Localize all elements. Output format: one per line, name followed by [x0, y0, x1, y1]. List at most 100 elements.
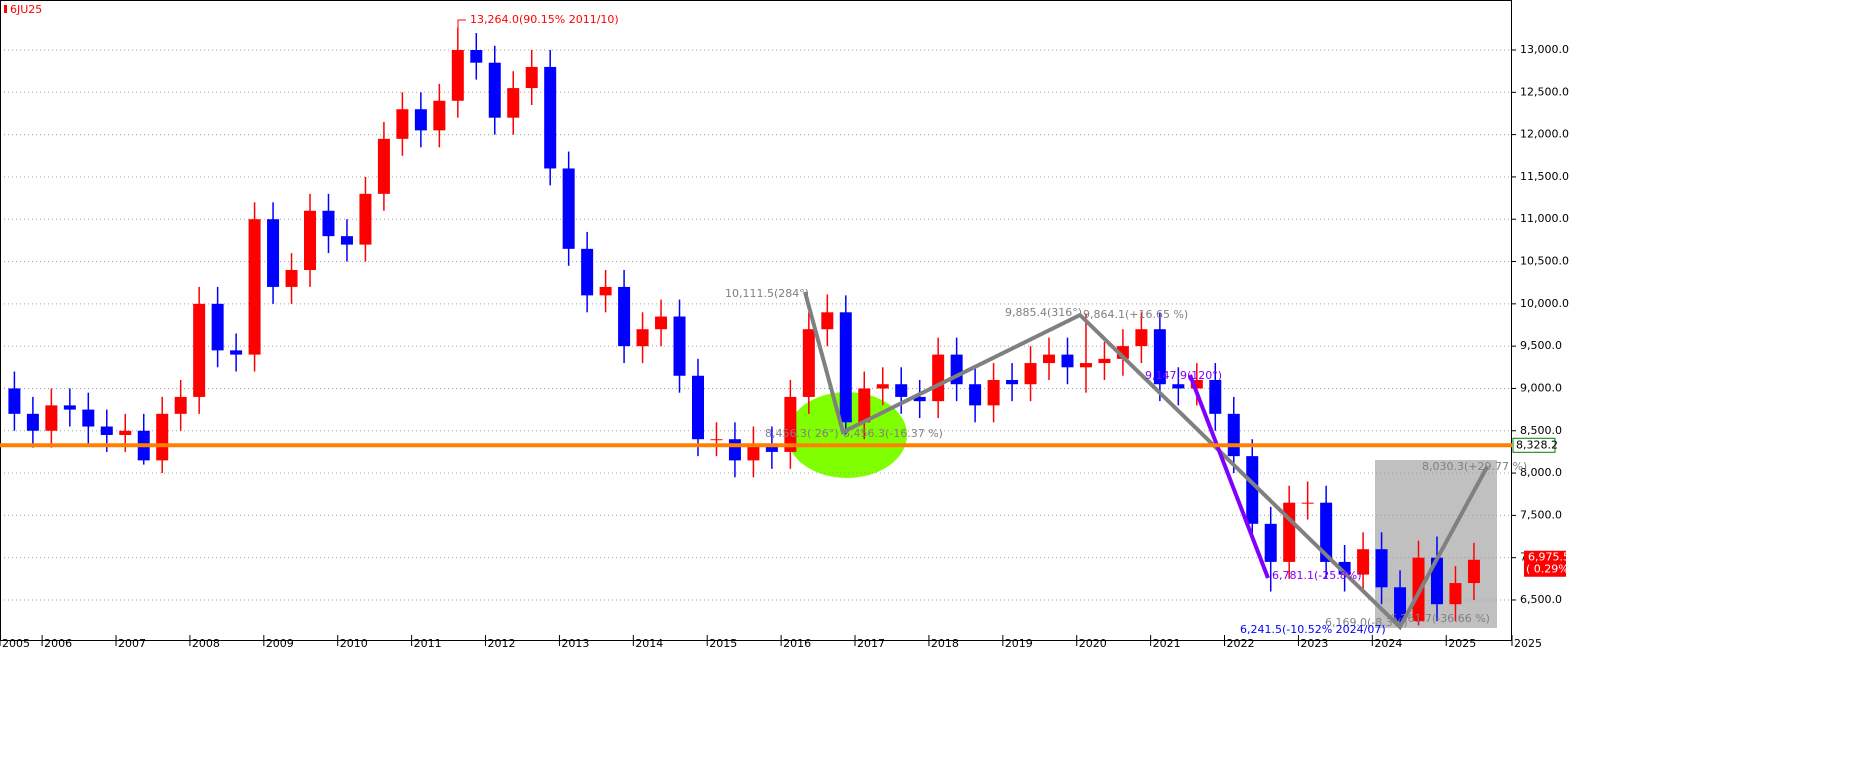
candle-body: [525, 66, 538, 89]
trend-line: [803, 291, 1489, 631]
candle-body: [211, 303, 224, 351]
candle-body: [285, 269, 298, 287]
last-price-box: [1524, 550, 1566, 577]
candle-body: [1079, 363, 1092, 368]
candle-body: [747, 443, 760, 461]
candle-body: [969, 384, 982, 406]
candle-body: [932, 354, 945, 402]
candle-body: [377, 138, 390, 194]
candle-body: [599, 286, 612, 296]
annotation: 8,456.3( 26°): [765, 427, 839, 440]
candle-body: [1394, 587, 1407, 622]
candle-body: [1301, 502, 1314, 504]
annotation: 9,147.9(120°): [1145, 369, 1222, 382]
y-tick-label: 11,500.0: [1520, 170, 1569, 183]
candle-body: [304, 210, 317, 270]
candle-body: [470, 50, 483, 63]
candle-body: [562, 168, 575, 249]
candle-body: [1357, 549, 1370, 575]
annotation: 6,241.5(-10.52% 2024/07): [1240, 623, 1386, 636]
x-tick-label: 2021: [1153, 637, 1181, 650]
candle-body: [1190, 379, 1203, 389]
candle-body: [1135, 329, 1148, 347]
symbol-marker: [4, 5, 7, 13]
y-tick-label: 9,500.0: [1520, 339, 1562, 352]
candle-body: [267, 219, 280, 287]
y-tick-label: 11,000.0: [1520, 212, 1569, 225]
annotation: 13,264.0(90.15% 2011/10): [470, 13, 619, 26]
candle-body: [1172, 384, 1185, 389]
candle-body: [63, 405, 76, 410]
last-price-change: ( 0.29%): [1526, 563, 1573, 576]
x-tick-label: 2009: [266, 637, 294, 650]
annotation: 9,864.1(+16.65 %): [1083, 308, 1188, 321]
reference-label-box: [1512, 437, 1556, 453]
candle-body: [544, 66, 557, 169]
y-tick-label: 9,000.0: [1520, 381, 1562, 394]
candle-body: [636, 329, 649, 347]
candle-body: [26, 413, 39, 431]
candle-body: [802, 329, 815, 397]
candle-body: [1375, 549, 1388, 588]
candle-body: [451, 50, 464, 101]
candle-body: [119, 430, 132, 435]
x-tick-label: 2018: [931, 637, 959, 650]
candle-body: [1024, 363, 1037, 385]
candle-body: [45, 405, 58, 431]
x-tick-label: 2024: [1374, 637, 1402, 650]
candle-body: [193, 303, 206, 397]
x-tick-label: 2011: [414, 637, 442, 650]
candle-body: [488, 62, 501, 118]
x-tick-label: 2006: [44, 637, 72, 650]
x-tick-label: 2012: [488, 637, 516, 650]
overlay: [803, 291, 1489, 631]
peak-pointer: [457, 19, 466, 28]
y-tick-label: 8,000.0: [1520, 466, 1562, 479]
candle-body: [913, 396, 926, 402]
x-tick-label: 2025: [1514, 637, 1542, 650]
y-tick-label: 10,000.0: [1520, 297, 1569, 310]
candle-body: [765, 443, 778, 452]
candle-body: [248, 219, 261, 355]
annotation: 6,781.1(-25.8%): [1272, 569, 1361, 582]
candle-body: [581, 248, 594, 296]
annotation: 10,111.5(284°): [725, 287, 809, 300]
y-tick-label: 8,500.0: [1520, 424, 1562, 437]
candle-body: [100, 426, 113, 435]
x-tick-label: 2013: [561, 637, 589, 650]
y-tick-label: 12,500.0: [1520, 85, 1569, 98]
x-tick-label: 2016: [783, 637, 811, 650]
x-tick-label: 2005: [2, 637, 30, 650]
candle-body: [1061, 354, 1074, 368]
x-tick-label: 2015: [709, 637, 737, 650]
candle-body: [1320, 502, 1333, 562]
last-price: 6,975.5: [1528, 551, 1570, 564]
candles: [8, 27, 1480, 628]
candle-body: [821, 312, 834, 330]
candle-body: [1098, 358, 1111, 364]
x-tick-label: 2010: [340, 637, 368, 650]
candle-body: [1209, 379, 1222, 414]
candle-body: [82, 409, 95, 427]
candle-body: [230, 350, 243, 355]
candle-body: [987, 379, 1000, 406]
y-tick-label: 13,000.0: [1520, 43, 1569, 56]
candle-body: [340, 236, 353, 245]
x-tick-label: 2008: [192, 637, 220, 650]
candle-body: [728, 439, 741, 461]
candle-body: [1246, 456, 1259, 524]
x-tick-label: 2020: [1079, 637, 1107, 650]
candle-body: [507, 88, 520, 118]
reference-label: 8,328.2: [1516, 438, 1558, 451]
candle-body: [1283, 502, 1296, 562]
candle-body: [1467, 559, 1480, 584]
candle-body: [156, 413, 169, 461]
candle-body: [1006, 379, 1019, 385]
candle-body: [876, 384, 889, 389]
y-tick-label: 6,500.0: [1520, 593, 1562, 606]
candle-body: [691, 375, 704, 440]
candle-body: [1153, 329, 1166, 385]
y-tick-label: 7,500.0: [1520, 508, 1562, 521]
annotation: 8,030.3(+29.77 %): [1422, 460, 1527, 473]
